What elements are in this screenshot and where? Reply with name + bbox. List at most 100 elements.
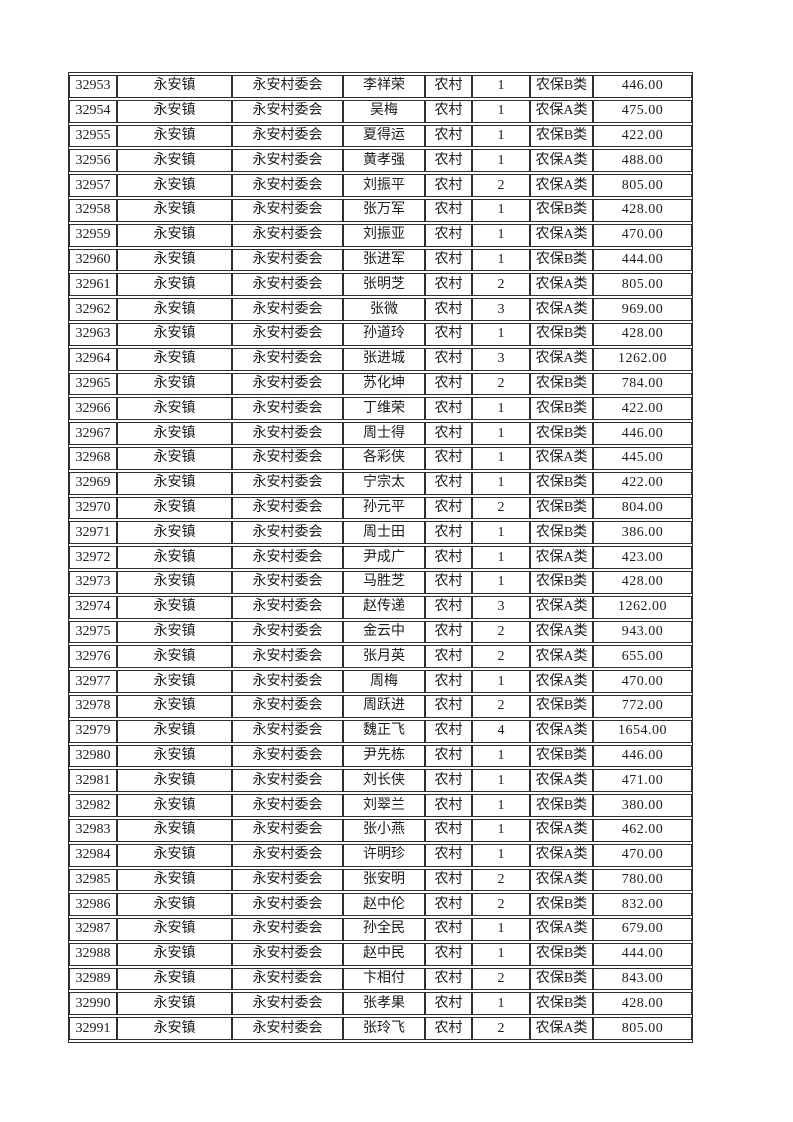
cell-person-name: 各彩侠 [343,446,425,470]
cell-household-type: 农村 [425,372,472,396]
cell-person-count: 2 [472,967,530,991]
cell-household-type: 农村 [425,149,472,173]
table-row: 32968 永安镇 永安村委会 各彩侠 农村 1 农保A类 445.00 [69,446,692,470]
cell-household-type: 农村 [425,967,472,991]
cell-village-committee: 永安村委会 [232,942,343,966]
cell-person-name: 马胜芝 [343,570,425,594]
table-row: 32983 永安镇 永安村委会 张小燕 农村 1 农保A类 462.00 [69,818,692,842]
cell-village-committee: 永安村委会 [232,99,343,123]
cell-serial-number: 32955 [69,124,117,148]
cell-person-count: 1 [472,149,530,173]
cell-household-type: 农村 [425,496,472,520]
cell-amount: 784.00 [593,372,692,396]
cell-household-type: 农村 [425,719,472,743]
cell-village-committee: 永安村委会 [232,719,343,743]
cell-household-type: 农村 [425,397,472,421]
cell-person-name: 刘振平 [343,174,425,197]
cell-household-type: 农村 [425,868,472,892]
cell-amount: 380.00 [593,794,692,817]
table-row: 32989 永安镇 永安村委会 卞相付 农村 2 农保B类 843.00 [69,967,692,991]
cell-serial-number: 32983 [69,818,117,842]
cell-town: 永安镇 [117,868,232,892]
cell-town: 永安镇 [117,521,232,545]
cell-amount: 444.00 [593,248,692,272]
table-body: 32953 永安镇 永安村委会 李祥荣 农村 1 农保B类 446.00 329… [69,75,692,1041]
table-row: 32966 永安镇 永安村委会 丁维荣 农村 1 农保B类 422.00 [69,397,692,421]
cell-person-name: 尹先栋 [343,744,425,768]
table-row: 32991 永安镇 永安村委会 张玲飞 农村 2 农保A类 805.00 [69,1017,692,1041]
cell-household-type: 农村 [425,893,472,917]
cell-person-name: 赵中民 [343,942,425,966]
cell-insurance-class: 农保B类 [530,893,593,917]
cell-serial-number: 32973 [69,570,117,594]
cell-amount: 804.00 [593,496,692,520]
cell-person-name: 张安明 [343,868,425,892]
cell-amount: 471.00 [593,769,692,793]
cell-person-count: 3 [472,347,530,371]
cell-village-committee: 永安村委会 [232,372,343,396]
cell-person-name: 周梅 [343,670,425,693]
cell-household-type: 农村 [425,744,472,768]
cell-amount: 445.00 [593,446,692,470]
table-row: 32961 永安镇 永安村委会 张明芝 农村 2 农保A类 805.00 [69,273,692,297]
cell-amount: 446.00 [593,744,692,768]
cell-amount: 428.00 [593,322,692,346]
cell-insurance-class: 农保A类 [530,149,593,173]
cell-amount: 655.00 [593,645,692,669]
cell-amount: 386.00 [593,521,692,545]
cell-insurance-class: 农保B类 [530,248,593,272]
cell-person-count: 1 [472,99,530,123]
cell-town: 永安镇 [117,843,232,867]
cell-insurance-class: 农保B类 [530,422,593,445]
cell-person-name: 张进城 [343,347,425,371]
cell-amount: 488.00 [593,149,692,173]
cell-household-type: 农村 [425,298,472,321]
table-row: 32955 永安镇 永安村委会 夏得运 农村 1 农保B类 422.00 [69,124,692,148]
cell-person-name: 黄孝强 [343,149,425,173]
table-row: 32962 永安镇 永安村委会 张微 农村 3 农保A类 969.00 [69,298,692,321]
cell-amount: 805.00 [593,1017,692,1041]
cell-person-count: 1 [472,918,530,941]
cell-serial-number: 32964 [69,347,117,371]
cell-serial-number: 32968 [69,446,117,470]
cell-serial-number: 32961 [69,273,117,297]
cell-town: 永安镇 [117,446,232,470]
cell-amount: 679.00 [593,918,692,941]
cell-town: 永安镇 [117,471,232,495]
cell-person-name: 李祥荣 [343,75,425,98]
table-row: 32957 永安镇 永安村委会 刘振平 农村 2 农保A类 805.00 [69,174,692,197]
cell-person-name: 张月英 [343,645,425,669]
cell-household-type: 农村 [425,273,472,297]
cell-serial-number: 32958 [69,198,117,222]
cell-serial-number: 32965 [69,372,117,396]
cell-household-type: 农村 [425,75,472,98]
cell-village-committee: 永安村委会 [232,422,343,445]
cell-insurance-class: 农保A类 [530,620,593,644]
cell-household-type: 农村 [425,843,472,867]
cell-person-name: 魏正飞 [343,719,425,743]
cell-insurance-class: 农保B类 [530,496,593,520]
cell-serial-number: 32962 [69,298,117,321]
table-row: 32953 永安镇 永安村委会 李祥荣 农村 1 农保B类 446.00 [69,75,692,98]
table-row: 32967 永安镇 永安村委会 周士得 农村 1 农保B类 446.00 [69,422,692,445]
cell-serial-number: 32966 [69,397,117,421]
cell-person-count: 1 [472,843,530,867]
cell-insurance-class: 农保A类 [530,670,593,693]
cell-insurance-class: 农保B类 [530,794,593,817]
cell-town: 永安镇 [117,496,232,520]
cell-village-committee: 永安村委会 [232,174,343,197]
cell-person-count: 2 [472,174,530,197]
cell-village-committee: 永安村委会 [232,769,343,793]
cell-village-committee: 永安村委会 [232,794,343,817]
cell-serial-number: 32976 [69,645,117,669]
table-row: 32988 永安镇 永安村委会 赵中民 农村 1 农保B类 444.00 [69,942,692,966]
cell-town: 永安镇 [117,248,232,272]
cell-person-name: 卞相付 [343,967,425,991]
cell-insurance-class: 农保B类 [530,744,593,768]
cell-amount: 832.00 [593,893,692,917]
cell-town: 永安镇 [117,298,232,321]
cell-insurance-class: 农保A类 [530,446,593,470]
cell-person-name: 周跃进 [343,694,425,718]
cell-insurance-class: 农保B类 [530,75,593,98]
cell-person-name: 张明芝 [343,273,425,297]
